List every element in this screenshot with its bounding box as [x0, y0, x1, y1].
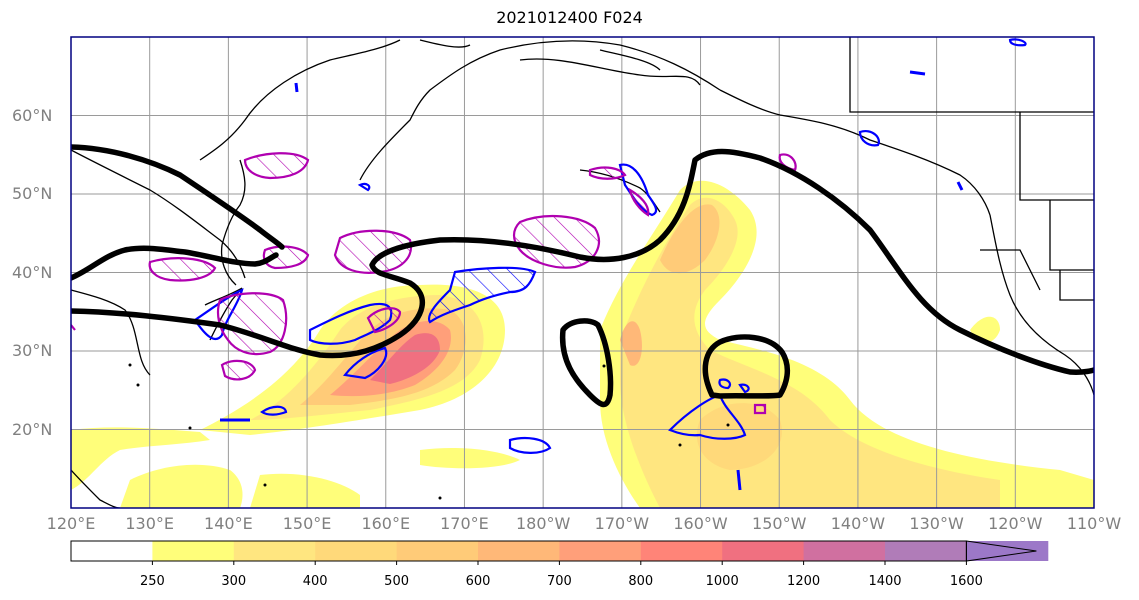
- colorbar-segment: [315, 541, 398, 561]
- blue-outlines: [193, 38, 1027, 491]
- coastlines: [71, 37, 1094, 508]
- lon-tick-label: 120°E: [46, 514, 96, 533]
- lon-tick-label: 110°W: [1066, 514, 1122, 533]
- lat-tick-label: 30°N: [12, 341, 53, 360]
- colorbar-segment: [478, 541, 560, 561]
- colorbar-tick-label: 250: [139, 574, 165, 589]
- lon-tick-label: 150°E: [282, 514, 332, 533]
- colorbar-segment: [640, 541, 723, 561]
- colorbar-tick-label: 400: [302, 574, 328, 589]
- colorbar-tick-label: 800: [628, 574, 654, 589]
- colorbar-segment: [396, 541, 479, 561]
- lon-tick-label: 140°W: [830, 514, 886, 533]
- colorbar-tick-label: 600: [465, 574, 491, 589]
- lat-tick-label: 50°N: [12, 184, 53, 203]
- graticule: [71, 37, 1094, 508]
- colorbar-segment: [233, 541, 316, 561]
- colorbar-tick-label: 1400: [868, 574, 902, 589]
- colorbar-segment: [722, 541, 805, 561]
- lat-tick-label: 40°N: [12, 262, 53, 282]
- shaded-field-south: [71, 316, 1000, 508]
- colorbar-segment: [885, 541, 967, 561]
- colorbar-tick-label: 700: [546, 574, 572, 589]
- island-dots: [128, 363, 730, 500]
- thick-contours: [71, 144, 1094, 408]
- lat-tick-label: 60°N: [12, 105, 53, 125]
- colorbar-tick-label: 1200: [787, 574, 821, 589]
- colorbar-tick-label: 300: [221, 574, 247, 589]
- colorbar-tick-label: 1600: [949, 574, 983, 589]
- map-frame: [70, 36, 1095, 509]
- lon-tick-label: 170°E: [440, 514, 489, 533]
- lon-tick-label: 150°W: [752, 514, 807, 533]
- map-title: 2021012400 F024: [496, 8, 643, 27]
- colorbar-tick-label: 1000: [705, 574, 739, 589]
- lon-tick-label: 130°W: [909, 514, 964, 533]
- lon-tick-label: 160°E: [361, 514, 411, 533]
- colorbar-segment: [803, 541, 886, 561]
- colorbar: [70, 540, 1049, 565]
- lon-tick-label: 160°W: [673, 514, 728, 533]
- lat-tick-label: 20°N: [12, 419, 53, 439]
- colorbar-segment: [152, 541, 235, 561]
- lon-tick-label: 180°W: [515, 514, 571, 533]
- lon-tick-label: 140°E: [204, 514, 253, 533]
- colorbar-outline: [70, 540, 967, 562]
- lon-tick-label: 120°W: [988, 514, 1043, 533]
- shaded-field-central: [600, 180, 1094, 508]
- lon-tick-label: 130°E: [125, 514, 175, 533]
- lon-tick-label: 170°W: [594, 514, 650, 533]
- colorbar-segment: [559, 541, 642, 561]
- colorbar-segment: [71, 541, 153, 561]
- magenta-outlines: [71, 152, 797, 415]
- shaded-field-west: [200, 284, 505, 435]
- colorbar-tick-label: 500: [384, 574, 409, 589]
